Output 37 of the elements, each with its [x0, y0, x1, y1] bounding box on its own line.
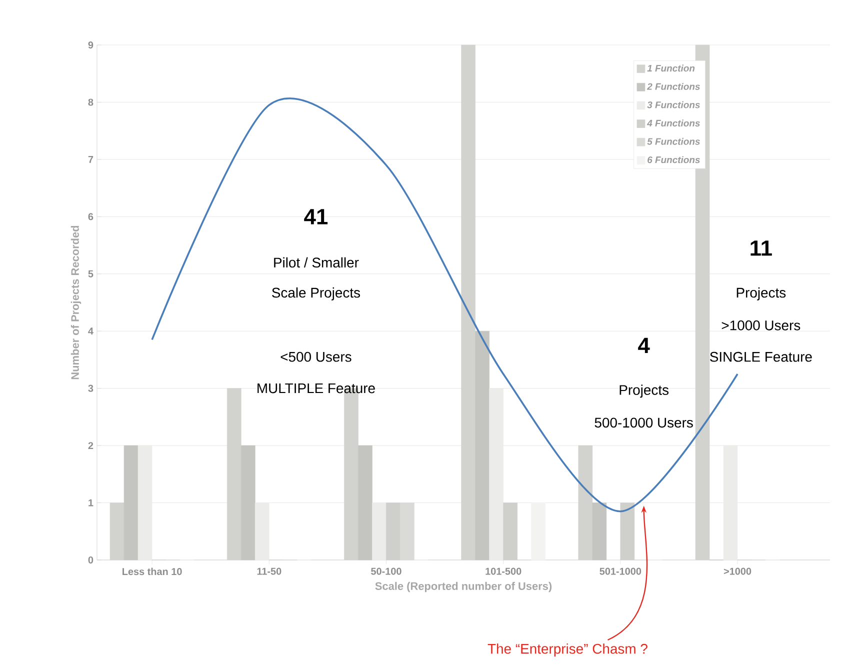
annotation: Projects	[620, 384, 669, 398]
x-tick-label: Less than 10	[122, 568, 182, 576]
legend-label: 3 Functions	[647, 101, 700, 108]
x-tick-label: 101-500	[486, 568, 522, 575]
y-tick-label: 5	[88, 270, 94, 278]
legend-label: 5 Functions	[647, 138, 700, 145]
annotation: 4	[638, 338, 650, 353]
legend-label: 2 Functions	[646, 82, 700, 90]
legend-label: 6 Functions	[648, 156, 700, 164]
y-tick-label: 7	[88, 156, 94, 163]
y-tick-label: 2	[88, 442, 94, 450]
annotation: MULTIPLE Feature	[258, 383, 375, 394]
annotation: 500-1000 Users	[594, 418, 693, 428]
x-tick-label: 501-1000	[600, 568, 642, 575]
y-tick-label: 3	[88, 384, 94, 392]
x-tick-label: 50-100	[371, 568, 402, 575]
y-tick-label: 0	[88, 556, 94, 564]
text: The “Enterprise” Chasm ?	[488, 644, 648, 657]
annotation: Projects	[736, 287, 786, 300]
annotation: Pilot / Smaller	[274, 257, 359, 268]
y-tick-label: 9	[88, 41, 94, 49]
x-tick-label: 11-50	[257, 568, 282, 575]
annotation: <500 Users	[280, 352, 352, 362]
x-tick-label: >1000	[724, 568, 752, 575]
annotation: 11	[750, 240, 772, 256]
y-tick-label: 8	[88, 98, 94, 106]
y-axis-title: Number of Projects Recorded	[70, 226, 82, 380]
y-tick-label: 6	[88, 213, 94, 220]
annotation: SINGLE Feature	[710, 352, 812, 362]
legend-label: 1 Function	[647, 64, 695, 72]
y-tick-label: 1	[88, 499, 94, 506]
annotation: 41	[304, 209, 328, 224]
annotation: Scale Projects	[272, 287, 360, 300]
y-tick-label: 4	[88, 328, 94, 335]
annotation: >1000 Users	[722, 320, 800, 330]
x-axis-title: Scale (Reported number of Users)	[375, 582, 552, 592]
legend-label: 4 Functions	[646, 120, 700, 127]
